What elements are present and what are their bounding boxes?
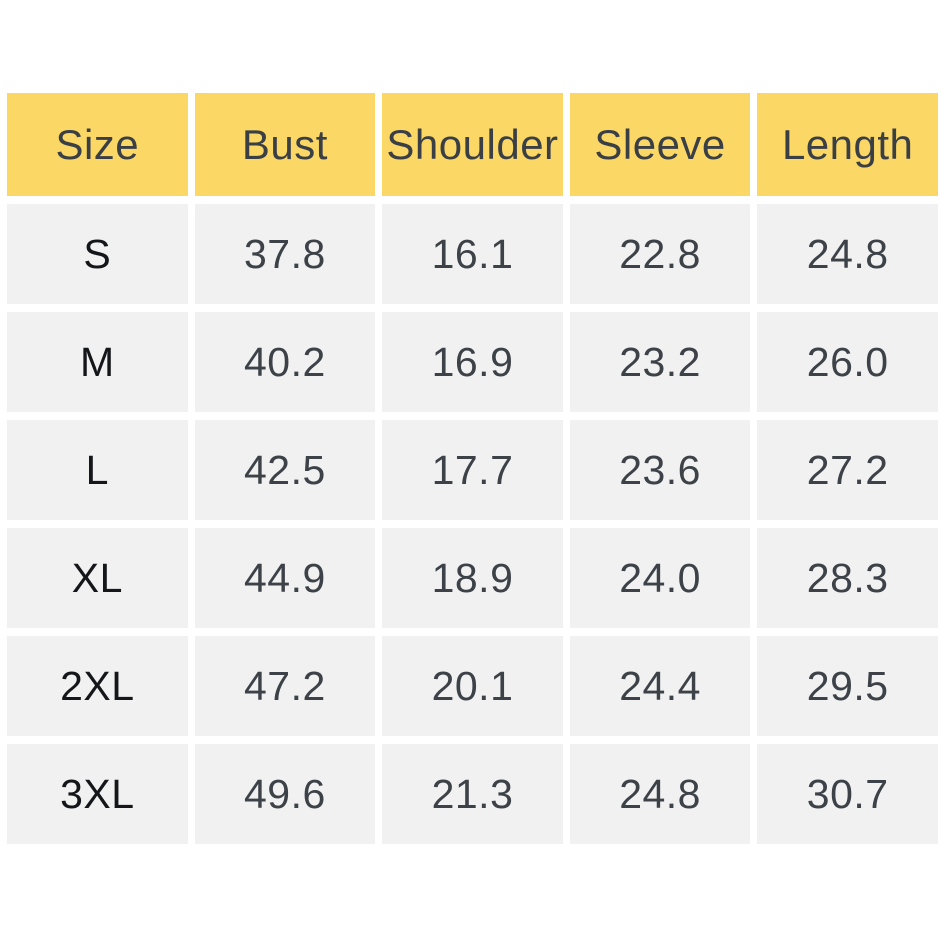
bust-value-2xl: 47.2 bbox=[194, 636, 376, 736]
length-value-m: 26.0 bbox=[757, 312, 938, 412]
bust-value-s: 37.8 bbox=[194, 204, 376, 304]
sleeve-value-s: 22.8 bbox=[569, 204, 751, 304]
column-header-shoulder: Shoulder bbox=[382, 93, 563, 196]
length-value-xl: 28.3 bbox=[757, 528, 938, 628]
sleeve-value-xl: 24.0 bbox=[569, 528, 751, 628]
sleeve-value-l: 23.6 bbox=[569, 420, 751, 520]
size-label-xl: XL bbox=[7, 528, 188, 628]
bust-value-3xl: 49.6 bbox=[194, 744, 376, 844]
column-header-length: Length bbox=[757, 93, 938, 196]
size-label-s: S bbox=[7, 204, 188, 304]
shoulder-value-l: 17.7 bbox=[382, 420, 563, 520]
shoulder-value-m: 16.9 bbox=[382, 312, 563, 412]
length-value-3xl: 30.7 bbox=[757, 744, 938, 844]
size-label-m: M bbox=[7, 312, 188, 412]
size-label-l: L bbox=[7, 420, 188, 520]
shoulder-value-xl: 18.9 bbox=[382, 528, 563, 628]
shoulder-value-2xl: 20.1 bbox=[382, 636, 563, 736]
size-label-2xl: 2XL bbox=[7, 636, 188, 736]
length-value-l: 27.2 bbox=[757, 420, 938, 520]
sleeve-value-2xl: 24.4 bbox=[569, 636, 751, 736]
size-label-3xl: 3XL bbox=[7, 744, 188, 844]
bust-value-xl: 44.9 bbox=[194, 528, 376, 628]
column-header-size: Size bbox=[7, 93, 188, 196]
length-value-s: 24.8 bbox=[757, 204, 938, 304]
sleeve-value-m: 23.2 bbox=[569, 312, 751, 412]
bust-value-l: 42.5 bbox=[194, 420, 376, 520]
size-chart-table: Size Bust Shoulder Sleeve Length S 37.8 … bbox=[7, 93, 938, 844]
shoulder-value-s: 16.1 bbox=[382, 204, 563, 304]
column-header-sleeve: Sleeve bbox=[569, 93, 751, 196]
bust-value-m: 40.2 bbox=[194, 312, 376, 412]
column-header-bust: Bust bbox=[194, 93, 376, 196]
sleeve-value-3xl: 24.8 bbox=[569, 744, 751, 844]
length-value-2xl: 29.5 bbox=[757, 636, 938, 736]
shoulder-value-3xl: 21.3 bbox=[382, 744, 563, 844]
